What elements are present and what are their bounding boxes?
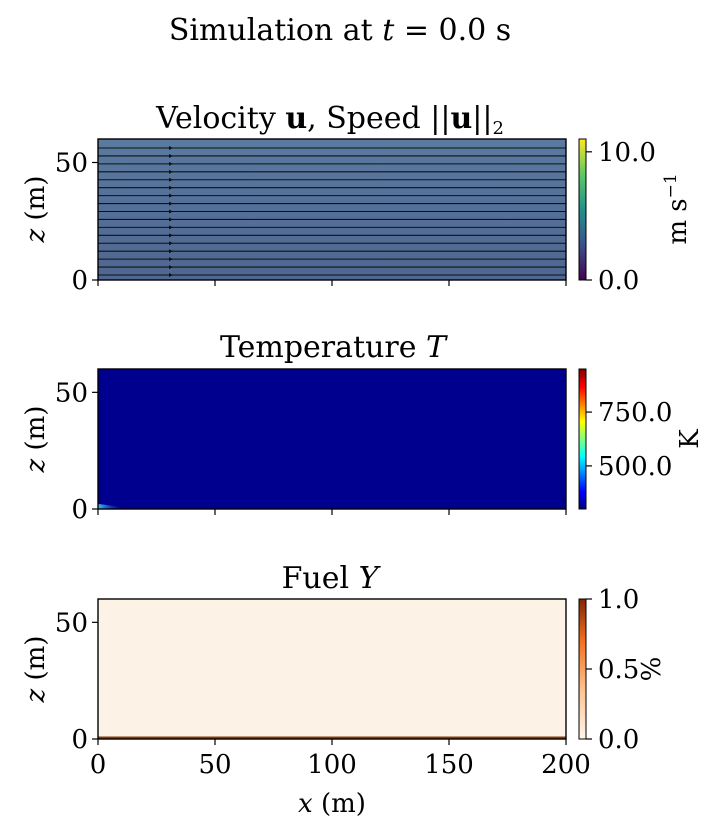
streamline-arrow bbox=[169, 273, 173, 277]
streamline-arrow bbox=[169, 233, 173, 238]
temperature-y-tick-label: 0 bbox=[71, 495, 88, 525]
fuel-x-tick-label: 150 bbox=[424, 750, 474, 780]
fuel-y-tick-label: 0 bbox=[71, 725, 88, 755]
fuel-title: Fuel Y bbox=[282, 561, 382, 596]
temperature-field bbox=[98, 369, 566, 509]
streamline-arrow bbox=[169, 177, 173, 182]
fuel-y-tick-label: 50 bbox=[55, 608, 88, 638]
velocity-y-label: z (m) bbox=[21, 176, 51, 244]
streamline-arrow bbox=[169, 146, 173, 150]
velocity-speed-field bbox=[98, 139, 566, 280]
fuel-y-label: z (m) bbox=[21, 636, 51, 704]
streamline-arrow bbox=[169, 241, 173, 246]
fuel-colorbar-tick-label: 0.0 bbox=[598, 725, 639, 755]
velocity-colorbar-axis: 0.0 10.0 bbox=[586, 138, 656, 296]
temperature-colorbar-label: K bbox=[675, 429, 705, 449]
velocity-y-tick-label: 50 bbox=[55, 149, 88, 179]
streamline-arrow bbox=[169, 169, 173, 174]
streamline-arrow bbox=[169, 185, 173, 190]
temperature-y-axis: 0 50 bbox=[55, 378, 98, 525]
streamline-arrow bbox=[169, 209, 173, 214]
temperature-colorbar-axis: 500.0 750.0 bbox=[586, 398, 672, 482]
temperature-fire-plume bbox=[98, 504, 126, 509]
velocity-panel: Velocity u, Speed ||u||2 0 50 z (m) 0.0 10… bbox=[21, 101, 693, 296]
velocity-colorbar-tick-label: 10.0 bbox=[598, 138, 656, 168]
fuel-y-axis: 0 50 bbox=[55, 608, 98, 755]
streamline-arrow bbox=[169, 217, 173, 222]
streamline-arrow bbox=[169, 193, 173, 198]
streamline-arrow bbox=[169, 225, 173, 230]
temperature-x-axis bbox=[97, 509, 567, 515]
streamline-arrow bbox=[169, 201, 173, 206]
streamline-arrow bbox=[169, 265, 173, 270]
velocity-colorbar bbox=[578, 138, 587, 281]
velocity-colorbar-tick-label: 0.0 bbox=[598, 266, 639, 296]
fuel-colorbar-label: % bbox=[637, 657, 667, 682]
velocity-colorbar-label: m s−1 bbox=[661, 173, 693, 244]
fuel-x-tick-label: 200 bbox=[541, 750, 591, 780]
temperature-colorbar-tick-label: 500.0 bbox=[598, 452, 672, 482]
fuel-colorbar bbox=[578, 598, 587, 740]
streamline-arrow bbox=[169, 153, 173, 158]
velocity-y-tick-label: 0 bbox=[71, 266, 88, 296]
streamline-arrow bbox=[169, 249, 173, 254]
streamline-arrow bbox=[169, 161, 173, 166]
temperature-colorbar bbox=[578, 368, 587, 510]
fuel-colorbar-tick-label: 0.5 bbox=[598, 655, 639, 685]
streamline-arrow bbox=[169, 257, 173, 262]
fuel-x-tick-label: 100 bbox=[307, 750, 357, 780]
temperature-colorbar-tick-label: 750.0 bbox=[598, 398, 672, 428]
fuel-x-tick-label: 0 bbox=[90, 750, 107, 780]
velocity-y-axis: 0 50 bbox=[55, 149, 98, 296]
fuel-x-tick-label: 50 bbox=[198, 750, 231, 780]
velocity-x-axis bbox=[97, 280, 567, 286]
fuel-colorbar-axis: 0.0 0.5 1.0 bbox=[586, 585, 639, 755]
fuel-panel: Fuel Y 050 0 50 100 150 200 z (m) x (m) 0.00… bbox=[21, 561, 667, 819]
fuel-colorbar-tick-label: 1.0 bbox=[598, 585, 639, 615]
temperature-panel: Temperature T 0 50 z (m) 500.0 750.0 K bbox=[21, 330, 705, 525]
fuel-x-axis: 0 50 100 150 200 bbox=[90, 739, 591, 780]
velocity-streamlines bbox=[98, 146, 566, 277]
fuel-x-label: x (m) bbox=[298, 789, 366, 819]
fuel-field bbox=[98, 599, 566, 739]
temperature-y-tick-label: 50 bbox=[55, 378, 88, 408]
temperature-y-label: z (m) bbox=[21, 406, 51, 474]
velocity-title: Velocity u, Speed ||u||2 bbox=[155, 101, 504, 139]
figure-title: Simulation at t = 0.0 s bbox=[169, 13, 511, 48]
temperature-title: Temperature T bbox=[220, 330, 448, 365]
